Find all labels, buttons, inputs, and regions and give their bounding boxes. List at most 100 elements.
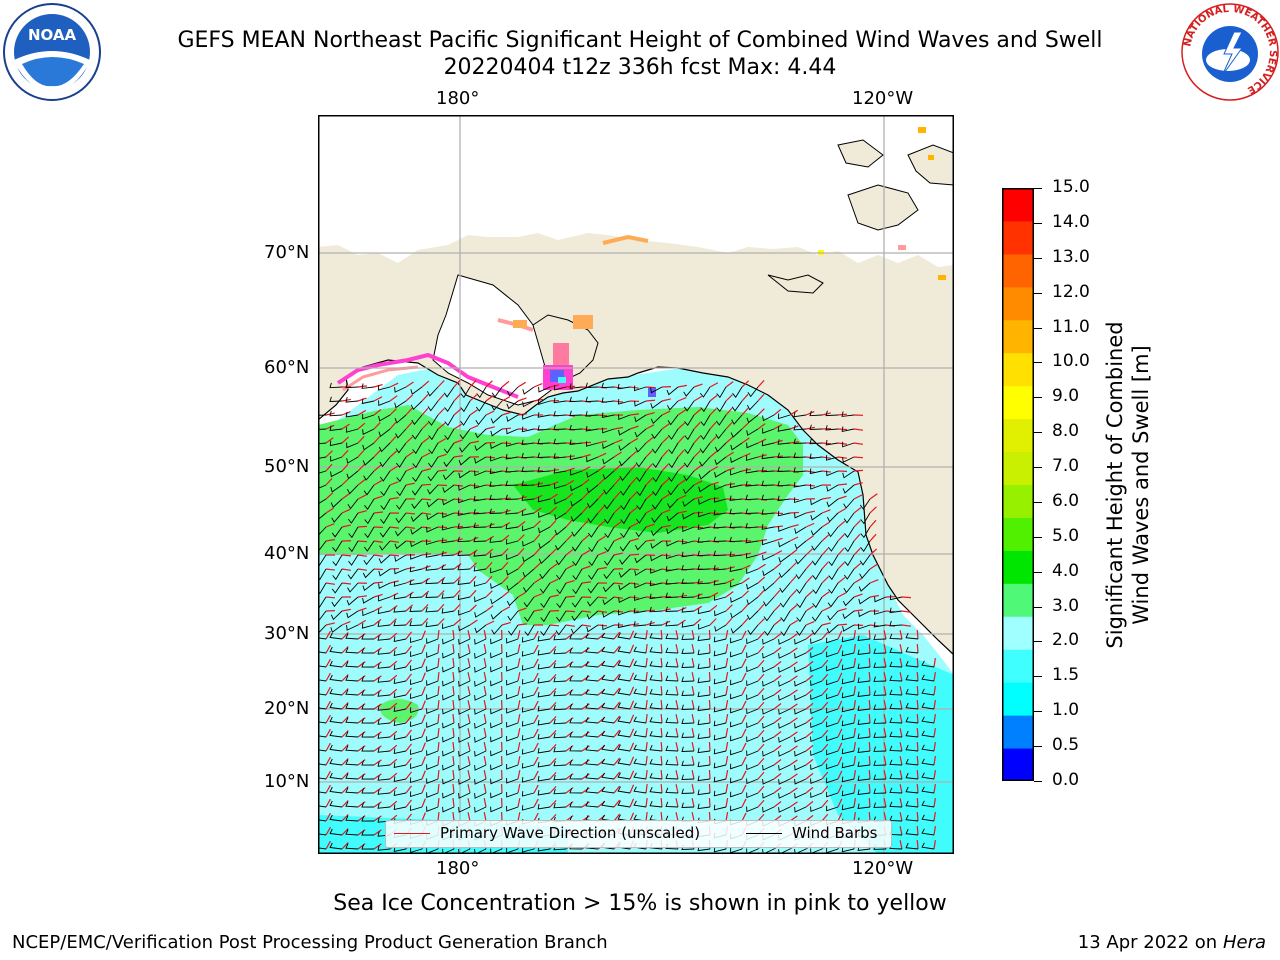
wind-barb bbox=[473, 495, 487, 502]
wind-barb bbox=[426, 750, 439, 756]
wind-barb bbox=[889, 647, 903, 654]
wave-direction-arrow bbox=[821, 631, 829, 640]
wind-barb bbox=[585, 675, 599, 682]
wind-barb bbox=[857, 789, 871, 796]
wind-barb bbox=[569, 731, 583, 738]
wind-barb bbox=[571, 540, 583, 552]
wave-direction-arrow bbox=[549, 673, 557, 682]
wind-barb bbox=[345, 689, 359, 696]
wave-direction-arrow bbox=[661, 423, 670, 430]
wave-direction-arrow bbox=[501, 534, 510, 542]
wind-barb bbox=[426, 806, 439, 812]
wave-direction-arrow bbox=[469, 604, 477, 612]
wave-direction-arrow bbox=[691, 784, 695, 794]
wave-direction-arrow bbox=[837, 607, 847, 612]
wind-barb bbox=[553, 774, 567, 781]
wind-barb bbox=[842, 456, 855, 463]
wave-direction-arrow bbox=[357, 843, 366, 850]
wave-direction-arrow bbox=[773, 730, 782, 738]
lat-label-70n: 70°N bbox=[264, 242, 310, 263]
colorbar-tick-mark bbox=[1034, 432, 1042, 434]
wind-barb bbox=[393, 804, 407, 810]
wave-direction-arrow bbox=[581, 661, 590, 668]
wind-barb bbox=[363, 470, 375, 481]
wave-direction-arrow bbox=[933, 700, 936, 710]
wave-direction-arrow bbox=[868, 713, 871, 724]
wind-barb bbox=[650, 414, 663, 425]
wind-barb bbox=[617, 632, 631, 640]
wave-direction-arrow bbox=[693, 593, 703, 598]
colorbar-tick-mark bbox=[1034, 571, 1042, 573]
wind-barb bbox=[665, 773, 679, 780]
wind-barb bbox=[506, 400, 519, 410]
wind-barb bbox=[889, 731, 903, 738]
wind-barb bbox=[873, 760, 887, 766]
wave-direction-arrow bbox=[357, 494, 367, 500]
wave-direction-arrow bbox=[453, 603, 461, 612]
wave-direction-arrow bbox=[660, 671, 663, 682]
wave-direction-arrow bbox=[405, 771, 412, 780]
wind-barb bbox=[474, 708, 487, 715]
wind-barb bbox=[458, 806, 471, 813]
wind-barb bbox=[506, 414, 519, 422]
wave-direction-arrow bbox=[773, 618, 782, 626]
wind-barb bbox=[345, 745, 359, 752]
wind-barb bbox=[921, 688, 935, 696]
wind-barb bbox=[379, 456, 391, 468]
wind-barb bbox=[507, 610, 519, 622]
wind-barb bbox=[668, 442, 679, 455]
wind-barb bbox=[347, 484, 359, 495]
wave-direction-arrow bbox=[341, 842, 349, 850]
wave-direction-arrow bbox=[325, 622, 335, 626]
wind-barb bbox=[474, 442, 487, 452]
wave-direction-arrow bbox=[373, 787, 382, 794]
wave-direction-arrow bbox=[899, 798, 903, 808]
colorbar-segment bbox=[1002, 484, 1034, 518]
wind-barb bbox=[666, 512, 679, 522]
wave-direction-arrow bbox=[853, 784, 856, 794]
wind-barb bbox=[521, 805, 535, 811]
wind-barb bbox=[345, 801, 359, 808]
wave-direction-arrow bbox=[389, 772, 398, 780]
wind-barb bbox=[571, 610, 583, 622]
wave-direction-arrow bbox=[725, 812, 729, 822]
wind-barb bbox=[682, 484, 695, 495]
wind-barb bbox=[331, 582, 343, 594]
wind-barb bbox=[602, 427, 615, 434]
wave-direction-arrow bbox=[821, 645, 829, 654]
wind-barb bbox=[617, 660, 631, 668]
footer-date-text: 13 Apr 2022 on bbox=[1077, 932, 1218, 953]
wave-direction-arrow bbox=[691, 770, 695, 780]
wave-direction-arrow bbox=[325, 477, 333, 486]
wind-barb bbox=[651, 428, 663, 439]
wind-barb bbox=[697, 719, 711, 726]
wind-barb bbox=[844, 554, 855, 567]
wind-barb bbox=[762, 750, 775, 757]
wind-barb bbox=[905, 716, 919, 724]
wind-barb bbox=[377, 789, 391, 795]
wind-barb bbox=[345, 829, 359, 836]
wind-barb bbox=[697, 677, 711, 684]
wave-direction-arrow bbox=[405, 617, 413, 626]
wind-barb bbox=[521, 693, 535, 699]
wind-barb bbox=[649, 593, 663, 600]
wave-direction-arrow bbox=[661, 493, 670, 500]
wave-direction-arrow bbox=[709, 450, 718, 458]
wave-direction-arrow bbox=[677, 449, 685, 458]
wind-barb bbox=[794, 722, 807, 729]
wind-barb bbox=[345, 397, 359, 403]
wind-barb bbox=[633, 744, 647, 752]
colorbar-segment bbox=[1002, 286, 1034, 321]
wind-barb bbox=[779, 596, 791, 608]
wind-barb bbox=[810, 483, 823, 490]
wave-direction-arrow bbox=[916, 727, 919, 738]
wave-direction-arrow bbox=[883, 700, 887, 710]
wind-barb bbox=[457, 579, 471, 586]
wave-direction-arrow bbox=[533, 728, 539, 738]
wind-barb bbox=[841, 762, 855, 769]
wind-barb bbox=[713, 650, 727, 657]
wave-direction-arrow bbox=[691, 644, 695, 654]
wind-barb bbox=[457, 594, 471, 601]
wind-barb bbox=[601, 382, 615, 389]
wave-direction-arrow bbox=[501, 380, 510, 388]
